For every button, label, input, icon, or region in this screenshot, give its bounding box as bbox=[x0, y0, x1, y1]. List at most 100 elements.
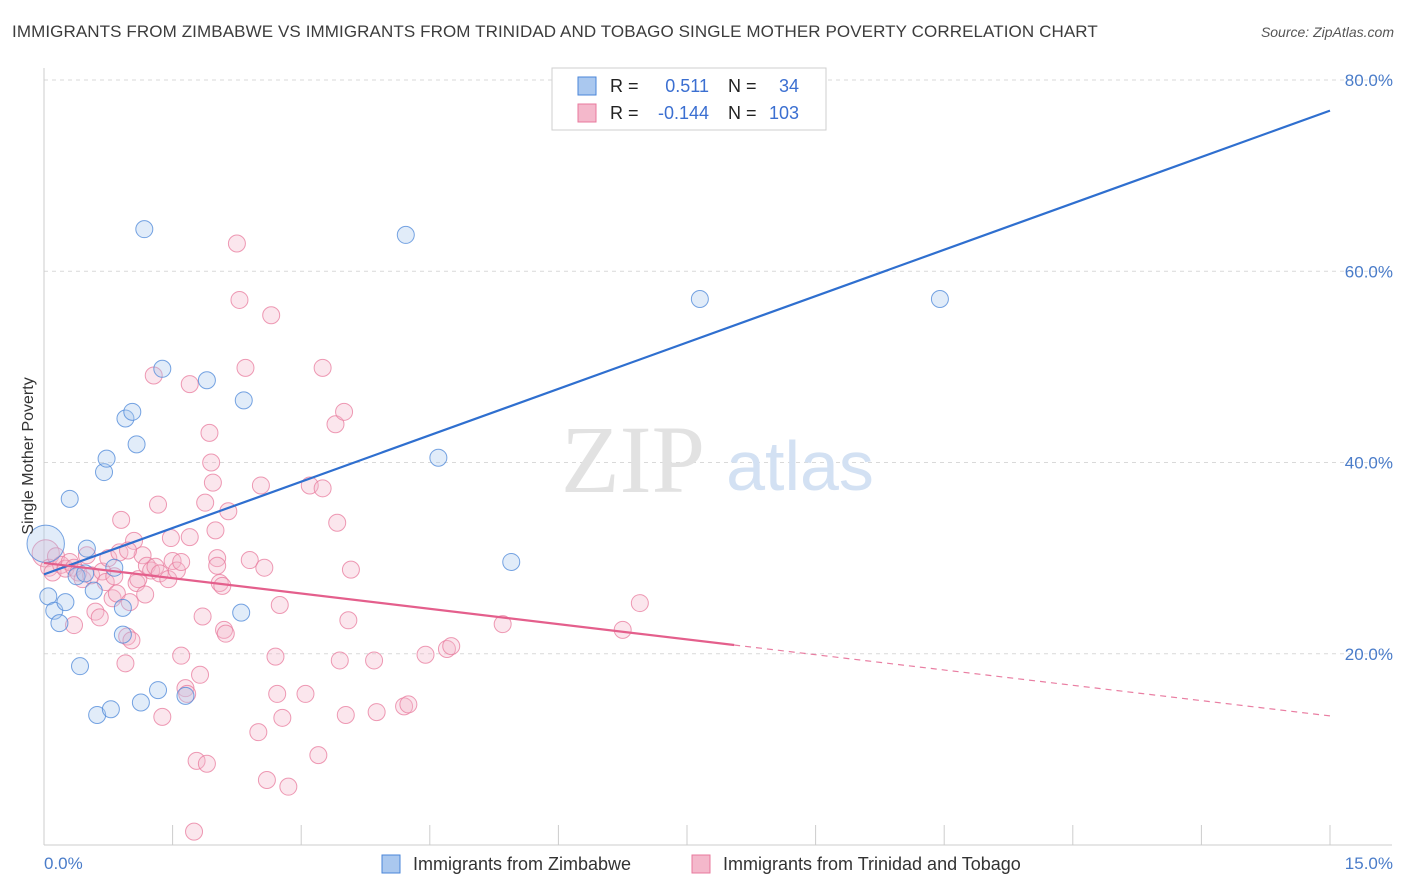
data-point-pink bbox=[122, 631, 141, 650]
data-point-blue bbox=[101, 700, 120, 719]
stats-n-label: N = bbox=[728, 76, 757, 96]
data-point-pink bbox=[330, 651, 349, 670]
axes bbox=[43, 68, 1392, 846]
trend-line-dashed-pink bbox=[734, 644, 1331, 717]
chart-title: IMMIGRANTS FROM ZIMBABWE VS IMMIGRANTS F… bbox=[12, 22, 1098, 41]
data-point-pink bbox=[206, 521, 225, 540]
stats-r-value: -0.144 bbox=[658, 103, 709, 123]
data-point-pink bbox=[208, 549, 227, 568]
watermark-zip: ZIP bbox=[561, 406, 705, 513]
chart-source: Source: ZipAtlas.com bbox=[1260, 24, 1394, 40]
data-point-blue bbox=[56, 593, 75, 612]
stats-r-label: R = bbox=[610, 103, 639, 123]
data-point-pink bbox=[187, 751, 206, 770]
data-point-blue bbox=[930, 289, 949, 308]
data-point-blue bbox=[127, 435, 146, 454]
data-point-pink bbox=[273, 708, 292, 727]
y-axis-label: Single Mother Poverty bbox=[20, 377, 37, 534]
data-point-blue bbox=[95, 463, 114, 482]
trend-line-blue bbox=[43, 109, 1331, 576]
data-point-pink bbox=[200, 423, 219, 442]
data-point-pink bbox=[196, 493, 215, 512]
data-point-blue bbox=[105, 558, 124, 577]
data-point-blue bbox=[429, 448, 448, 467]
data-point-pink bbox=[326, 415, 345, 434]
data-point-blue bbox=[116, 409, 135, 428]
data-point-blue bbox=[60, 489, 79, 508]
data-point-pink bbox=[416, 645, 435, 664]
data-point-pink bbox=[257, 770, 276, 789]
data-point-pink bbox=[279, 777, 298, 796]
data-point-pink bbox=[185, 822, 204, 841]
data-point-pink bbox=[112, 510, 131, 529]
data-point-pink bbox=[251, 476, 270, 495]
data-point-blue bbox=[131, 693, 150, 712]
data-point-pink bbox=[116, 654, 135, 673]
data-point-pink bbox=[313, 358, 332, 377]
data-point-pink bbox=[227, 234, 246, 253]
data-point-pink bbox=[202, 453, 221, 472]
data-point-pink bbox=[341, 560, 360, 579]
data-point-pink bbox=[240, 551, 259, 570]
stats-n-label: N = bbox=[728, 103, 757, 123]
trend-line-pink bbox=[43, 561, 735, 647]
data-point-pink bbox=[172, 646, 191, 665]
watermark-atlas: atlas bbox=[726, 427, 874, 505]
trend-lines bbox=[43, 109, 1331, 717]
data-point-pink bbox=[367, 703, 386, 722]
stats-swatch-pink bbox=[577, 103, 597, 123]
data-point-pink bbox=[339, 611, 358, 630]
data-point-pink bbox=[255, 558, 274, 577]
data-point-blue bbox=[113, 598, 132, 617]
data-point-pink bbox=[309, 746, 328, 765]
data-point-pink bbox=[149, 495, 168, 514]
data-point-pink bbox=[216, 624, 235, 643]
x-tick-label: 0.0% bbox=[44, 854, 83, 873]
data-point-pink bbox=[191, 665, 210, 684]
data-point-pink bbox=[180, 375, 199, 394]
data-point-blue bbox=[97, 449, 116, 468]
data-point-blue bbox=[153, 359, 172, 378]
data-point-pink bbox=[203, 473, 222, 492]
y-tick-label: 80.0% bbox=[1345, 71, 1393, 90]
data-point-pink bbox=[133, 546, 152, 565]
data-point-pink bbox=[230, 290, 249, 309]
stats-r-value: 0.511 bbox=[665, 76, 709, 96]
y-tick-label: 40.0% bbox=[1345, 454, 1393, 473]
y-tick-label: 20.0% bbox=[1345, 645, 1393, 664]
data-point-blue bbox=[71, 657, 90, 676]
y-tick-labels: 20.0% 40.0% 60.0% 80.0% bbox=[1345, 71, 1393, 664]
stats-n-value: 103 bbox=[769, 103, 799, 123]
data-point-pink bbox=[236, 358, 255, 377]
data-point-pink bbox=[65, 616, 84, 635]
data-point-pink bbox=[493, 615, 512, 634]
data-point-blue bbox=[50, 614, 69, 633]
data-points bbox=[26, 220, 949, 841]
data-point-pink bbox=[399, 695, 418, 714]
data-point-blue bbox=[690, 289, 709, 308]
data-point-pink bbox=[193, 607, 212, 626]
stats-swatch-blue bbox=[577, 76, 597, 96]
legend-swatch-pink bbox=[691, 854, 711, 874]
stats-r-label: R = bbox=[610, 76, 639, 96]
data-point-pink bbox=[296, 684, 315, 703]
data-point-pink bbox=[249, 723, 268, 742]
data-point-pink bbox=[442, 637, 461, 656]
data-point-pink bbox=[153, 707, 172, 726]
data-point-blue bbox=[88, 705, 107, 724]
data-point-pink bbox=[197, 754, 216, 773]
data-point-pink bbox=[180, 528, 199, 547]
data-point-blue bbox=[135, 220, 154, 239]
data-point-pink bbox=[365, 651, 384, 670]
y-tick-label: 60.0% bbox=[1345, 262, 1393, 281]
stats-n-value: 34 bbox=[779, 76, 799, 96]
data-point-pink bbox=[335, 402, 354, 421]
data-point-pink bbox=[208, 556, 227, 575]
data-point-pink bbox=[172, 552, 191, 571]
data-point-pink bbox=[268, 684, 287, 703]
data-point-pink bbox=[336, 705, 355, 724]
legend-label-blue: Immigrants from Zimbabwe bbox=[413, 854, 631, 874]
legend-swatch-blue bbox=[381, 854, 401, 874]
watermark: ZIP atlas bbox=[561, 406, 874, 513]
